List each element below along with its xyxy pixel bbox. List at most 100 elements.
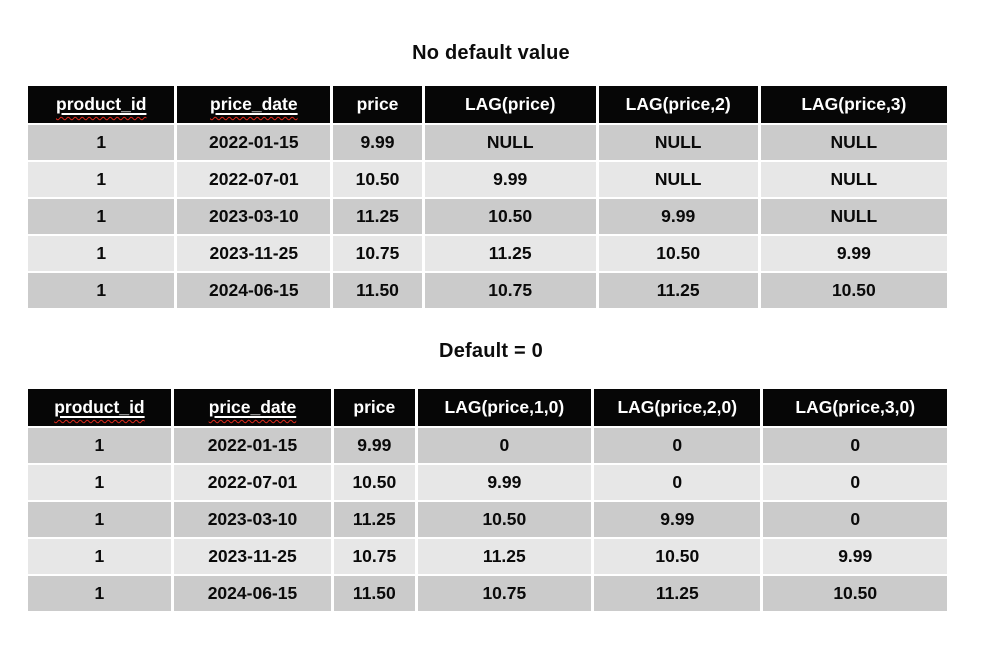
table-cell: 11.50	[334, 576, 415, 611]
table-cell: 9.99	[417, 465, 592, 500]
table-cell: 10.75	[417, 576, 592, 611]
table-cell: 9.99	[424, 162, 596, 197]
table-cell: 9.99	[334, 428, 415, 463]
table-cell: 2024-06-15	[173, 576, 332, 611]
table-cell: 1	[28, 199, 175, 234]
table-cell: 9.99	[594, 502, 761, 537]
table-row: 1 2023-03-10 11.25 10.50 9.99 0	[28, 502, 947, 537]
table-cell: 11.25	[334, 502, 415, 537]
column-header-product-id: product_id	[28, 86, 175, 123]
table-cell: 11.25	[598, 273, 758, 308]
table-row: 1 2022-07-01 10.50 9.99 NULL NULL	[28, 162, 947, 197]
column-header-lag-price-3: LAG(price,3)	[760, 86, 947, 123]
table-cell: 10.50	[333, 162, 422, 197]
header-label: price_date	[208, 397, 297, 417]
spellcheck-squiggle: product_id	[56, 94, 146, 114]
table-cell: 1	[28, 125, 175, 160]
table-cell: 2023-11-25	[177, 236, 331, 271]
table-row: 1 2024-06-15 11.50 10.75 11.25 10.50	[28, 576, 947, 611]
table-default-zero: product_id price_date price LAG(price,1,0) L…	[25, 387, 950, 613]
table-cell: 9.99	[760, 236, 947, 271]
table-header: product_id price_date price LAG(price) LAG(p…	[28, 86, 947, 123]
column-header-price: price	[333, 86, 422, 123]
table-cell: 0	[763, 502, 947, 537]
table-row: 1 2022-01-15 9.99 NULL NULL NULL	[28, 125, 947, 160]
table-row: 1 2023-11-25 10.75 11.25 10.50 9.99	[28, 539, 947, 574]
table-cell: 2022-07-01	[173, 465, 332, 500]
table-cell: 9.99	[763, 539, 947, 574]
table-row: 1 2023-03-10 11.25 10.50 9.99 NULL	[28, 199, 947, 234]
table-cell: 0	[594, 465, 761, 500]
table-cell: 9.99	[333, 125, 422, 160]
table-cell: 1	[28, 273, 175, 308]
table-cell: 9.99	[598, 199, 758, 234]
table-body: 1 2022-01-15 9.99 NULL NULL NULL 1 2022-07-01 10…	[28, 125, 947, 308]
column-header-price: price	[334, 389, 415, 426]
column-header-lag-price-1-0: LAG(price,1,0)	[417, 389, 592, 426]
header-row: product_id price_date price LAG(price) LAG(p…	[28, 86, 947, 123]
table-cell: 0	[763, 465, 947, 500]
table-cell: NULL	[760, 125, 947, 160]
table-row: 1 2022-07-01 10.50 9.99 0 0	[28, 465, 947, 500]
table-row: 1 2024-06-15 11.50 10.75 11.25 10.50	[28, 273, 947, 308]
table-cell: 10.50	[334, 465, 415, 500]
table-cell: 1	[28, 502, 171, 537]
header-label: product_id	[56, 94, 147, 114]
table-cell: NULL	[598, 162, 758, 197]
column-header-product-id: product_id	[28, 389, 171, 426]
table-cell: 10.50	[598, 236, 758, 271]
column-header-lag-price-3-0: LAG(price,3,0)	[763, 389, 947, 426]
table-no-default-value: product_id price_date price LAG(price) LAG(p…	[25, 84, 950, 310]
header-label: price_date	[210, 94, 298, 114]
table-cell: 1	[28, 465, 171, 500]
column-header-lag-price-2-0: LAG(price,2,0)	[594, 389, 761, 426]
table-cell: 0	[417, 428, 592, 463]
table-cell: 10.50	[417, 502, 592, 537]
section-title-default-zero: Default = 0	[439, 340, 543, 362]
table-cell: NULL	[760, 162, 947, 197]
table-cell: 2023-03-10	[173, 502, 332, 537]
table-cell: 11.25	[333, 199, 422, 234]
table-cell: 1	[28, 539, 171, 574]
table-cell: 11.25	[594, 576, 761, 611]
table-cell: 2022-01-15	[177, 125, 331, 160]
table-cell: 0	[594, 428, 761, 463]
column-header-lag-price: LAG(price)	[424, 86, 596, 123]
table-cell: 10.50	[594, 539, 761, 574]
table-cell: NULL	[598, 125, 758, 160]
table-cell: 1	[28, 428, 171, 463]
table-cell: 2022-01-15	[173, 428, 332, 463]
table-cell: 1	[28, 576, 171, 611]
table-cell: 1	[28, 162, 175, 197]
column-header-price-date: price_date	[177, 86, 331, 123]
table-cell: NULL	[760, 199, 947, 234]
column-header-price-date: price_date	[173, 389, 332, 426]
table-body: 1 2022-01-15 9.99 0 0 0 1 2022-07-01 10.50 9.99 0 0…	[28, 428, 947, 611]
header-label: product_id	[54, 397, 145, 417]
spellcheck-squiggle: price_date	[210, 94, 298, 114]
table-cell: 11.25	[424, 236, 596, 271]
table-cell: NULL	[424, 125, 596, 160]
table-cell: 10.50	[763, 576, 947, 611]
table-cell: 2023-03-10	[177, 199, 331, 234]
table-cell: 2023-11-25	[173, 539, 332, 574]
table-cell: 10.75	[424, 273, 596, 308]
table-cell: 11.25	[417, 539, 592, 574]
table-row: 1 2023-11-25 10.75 11.25 10.50 9.99	[28, 236, 947, 271]
table-cell: 11.50	[333, 273, 422, 308]
table-cell: 1	[28, 236, 175, 271]
column-header-lag-price-2: LAG(price,2)	[598, 86, 758, 123]
table-cell: 0	[763, 428, 947, 463]
spellcheck-squiggle: price_date	[209, 397, 297, 417]
table-cell: 10.50	[424, 199, 596, 234]
table-cell: 2022-07-01	[177, 162, 331, 197]
table-header: product_id price_date price LAG(price,1,0) L…	[28, 389, 947, 426]
table-cell: 10.50	[760, 273, 947, 308]
table-cell: 2024-06-15	[177, 273, 331, 308]
table-cell: 10.75	[334, 539, 415, 574]
table-cell: 10.75	[333, 236, 422, 271]
section-title-no-default-value: No default value	[412, 42, 570, 64]
header-row: product_id price_date price LAG(price,1,0) L…	[28, 389, 947, 426]
spellcheck-squiggle: product_id	[54, 397, 144, 417]
